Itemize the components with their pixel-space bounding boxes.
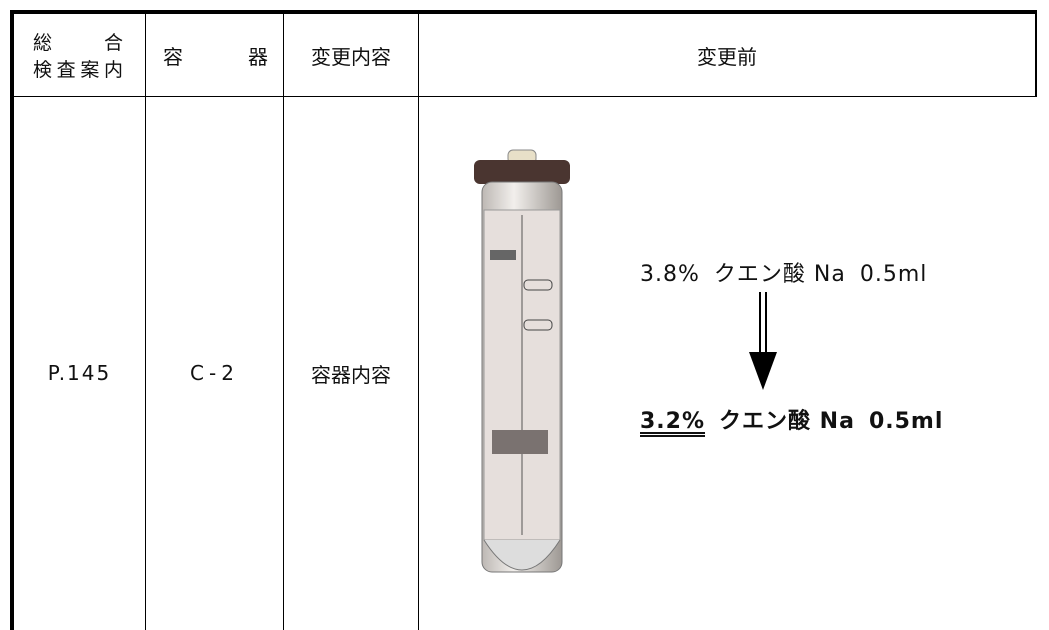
header-text: 変更内容 bbox=[311, 44, 391, 69]
border bbox=[10, 96, 1037, 97]
header-text: 検査案内 bbox=[33, 59, 123, 81]
header-text: 容 器 bbox=[163, 44, 268, 69]
tube-image bbox=[474, 149, 570, 573]
cell: P.145 bbox=[14, 340, 145, 406]
after-line: 3.2% クエン酸 Na 0.5ml bbox=[640, 403, 957, 435]
header-cell: 変更前 bbox=[419, 14, 1035, 96]
concentration: 3.2% bbox=[640, 409, 706, 434]
border bbox=[418, 10, 419, 630]
before-line: 3.8% クエン酸 Na 0.5ml bbox=[640, 256, 941, 288]
header-cell: 総 合 検査案内 bbox=[33, 14, 123, 96]
volume: 0.5ml bbox=[868, 409, 944, 434]
header-text: 総 合 bbox=[33, 32, 123, 54]
border bbox=[1035, 10, 1037, 97]
border bbox=[10, 10, 1037, 14]
border bbox=[283, 10, 284, 630]
border bbox=[10, 10, 14, 630]
cell: C-2 bbox=[146, 340, 283, 406]
cell-text: C-2 bbox=[190, 361, 239, 385]
arrow bbox=[749, 292, 777, 390]
volume: 0.5ml bbox=[859, 262, 928, 287]
header-cell: 変更内容 bbox=[284, 14, 418, 96]
cell-text: 容器内容 bbox=[311, 362, 391, 387]
cell: 容器内容 bbox=[284, 340, 418, 406]
concentration: 3.8% bbox=[640, 262, 700, 287]
header-cell: 容 器 bbox=[163, 14, 268, 96]
substance: クエン酸 Na bbox=[719, 409, 855, 434]
border bbox=[145, 10, 146, 630]
substance: クエン酸 Na bbox=[713, 262, 846, 287]
header-text: 変更前 bbox=[697, 44, 757, 69]
cell-text: P.145 bbox=[47, 361, 112, 385]
